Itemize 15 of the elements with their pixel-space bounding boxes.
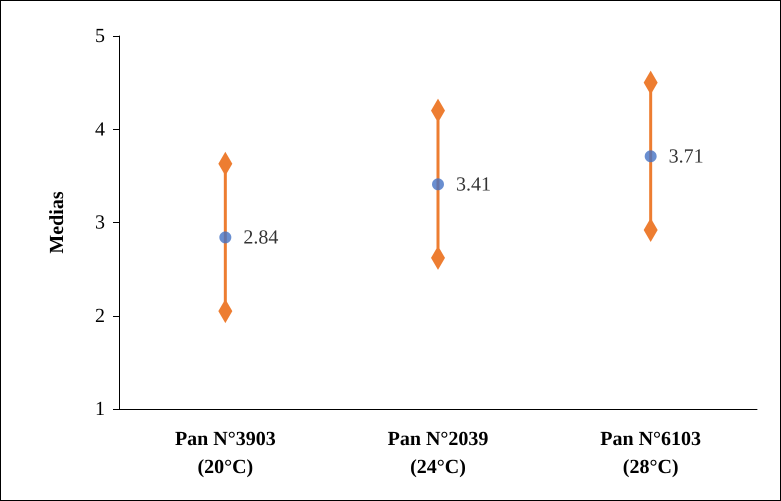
- data-label: 2.84: [243, 226, 278, 248]
- y-tick-label: 5: [95, 25, 105, 47]
- point: [432, 178, 444, 190]
- point: [219, 231, 232, 244]
- data-label: 3.41: [456, 173, 491, 196]
- x-tick-label: Pan N°2039 (24°C): [388, 428, 488, 478]
- x-tick-label: Pan N°3903 (20°C): [174, 428, 276, 478]
- y-tick-label: 2: [95, 304, 105, 327]
- data-label: 3.71: [668, 145, 704, 168]
- y-tick-label: 4: [95, 118, 105, 140]
- point: [644, 150, 657, 162]
- y-tick-label: 3: [95, 212, 105, 234]
- y-axis-title: Medias: [46, 191, 68, 254]
- y-tick-label: 1: [95, 398, 105, 420]
- x-tick-label: Pan N°6103 (28°C): [600, 428, 702, 478]
